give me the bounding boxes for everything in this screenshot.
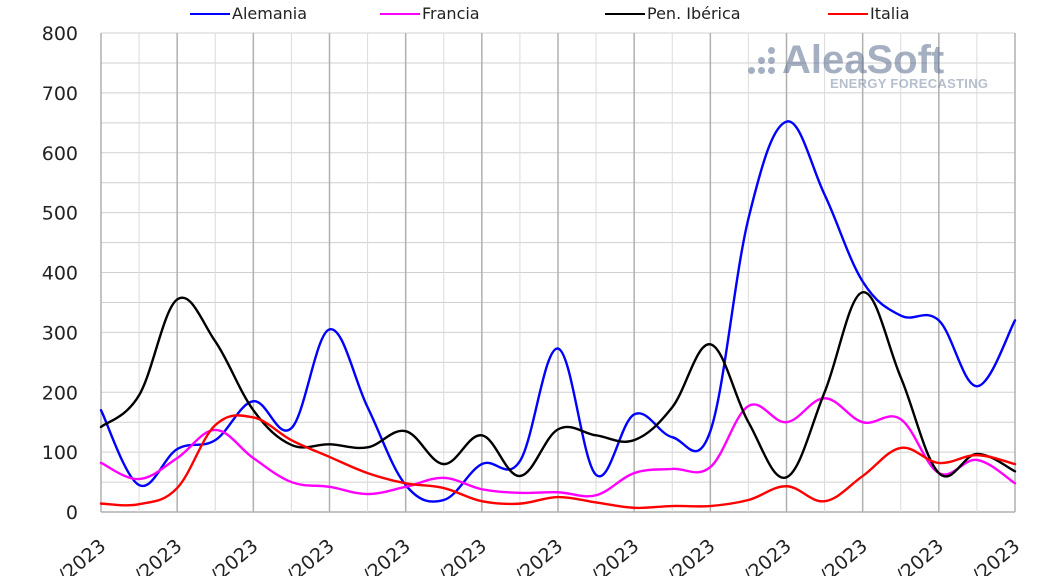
x-tick-label: /2023 (359, 535, 415, 576)
x-tick-label: /2023 (740, 535, 796, 576)
y-tick-label: 800 (42, 23, 78, 45)
legend-item-pen-iberica: Pen. Ibérica (605, 4, 741, 23)
series-line-francia (99, 397, 1017, 498)
legend-item-francia: Francia (380, 4, 480, 23)
x-axis-ticks: /2023/2023/2023/2023/2023/2023/2023/2023… (54, 535, 1024, 576)
x-tick-label: /2023 (130, 535, 186, 576)
series-line-italia (99, 414, 1017, 510)
y-tick-label: 0 (66, 502, 78, 524)
y-tick-label: 300 (42, 322, 78, 344)
chart-series (99, 120, 1017, 510)
legend-label: Italia (870, 4, 910, 23)
y-tick-label: 200 (42, 382, 78, 404)
legend-swatch (190, 12, 230, 15)
x-tick-label: /2023 (892, 535, 948, 576)
legend-label: Francia (422, 4, 480, 23)
x-tick-label: /2023 (283, 535, 339, 576)
x-tick-label: /2023 (435, 535, 491, 576)
legend-item-alemania: Alemania (190, 4, 307, 23)
x-tick-label: /2023 (816, 535, 872, 576)
y-axis-ticks: 0 100 200 300 400 500 600 700 800 (42, 23, 78, 524)
legend-swatch (605, 12, 645, 15)
legend-label: Pen. Ibérica (647, 4, 741, 23)
y-tick-label: 600 (42, 143, 78, 165)
x-tick-label: /2023 (968, 535, 1024, 576)
x-tick-label: /2023 (206, 535, 262, 576)
x-tick-label: /2023 (511, 535, 567, 576)
chart-grid (100, 32, 1016, 513)
chart-legend: Alemania Francia Pen. Ibérica Italia (0, 4, 1038, 28)
legend-label: Alemania (232, 4, 308, 23)
x-tick-label: /2023 (587, 535, 643, 576)
x-tick-label: /2023 (54, 535, 110, 576)
legend-item-italia: Italia (828, 4, 910, 23)
series-line-pen-iberica (99, 291, 1017, 479)
y-tick-label: 100 (42, 442, 78, 464)
y-tick-label: 700 (42, 83, 78, 105)
legend-swatch (828, 12, 868, 15)
legend-swatch (380, 12, 420, 15)
series-line-alemania (99, 120, 1017, 503)
y-tick-label: 400 (42, 263, 78, 285)
x-tick-label: /2023 (663, 535, 719, 576)
y-tick-label: 500 (42, 203, 78, 225)
